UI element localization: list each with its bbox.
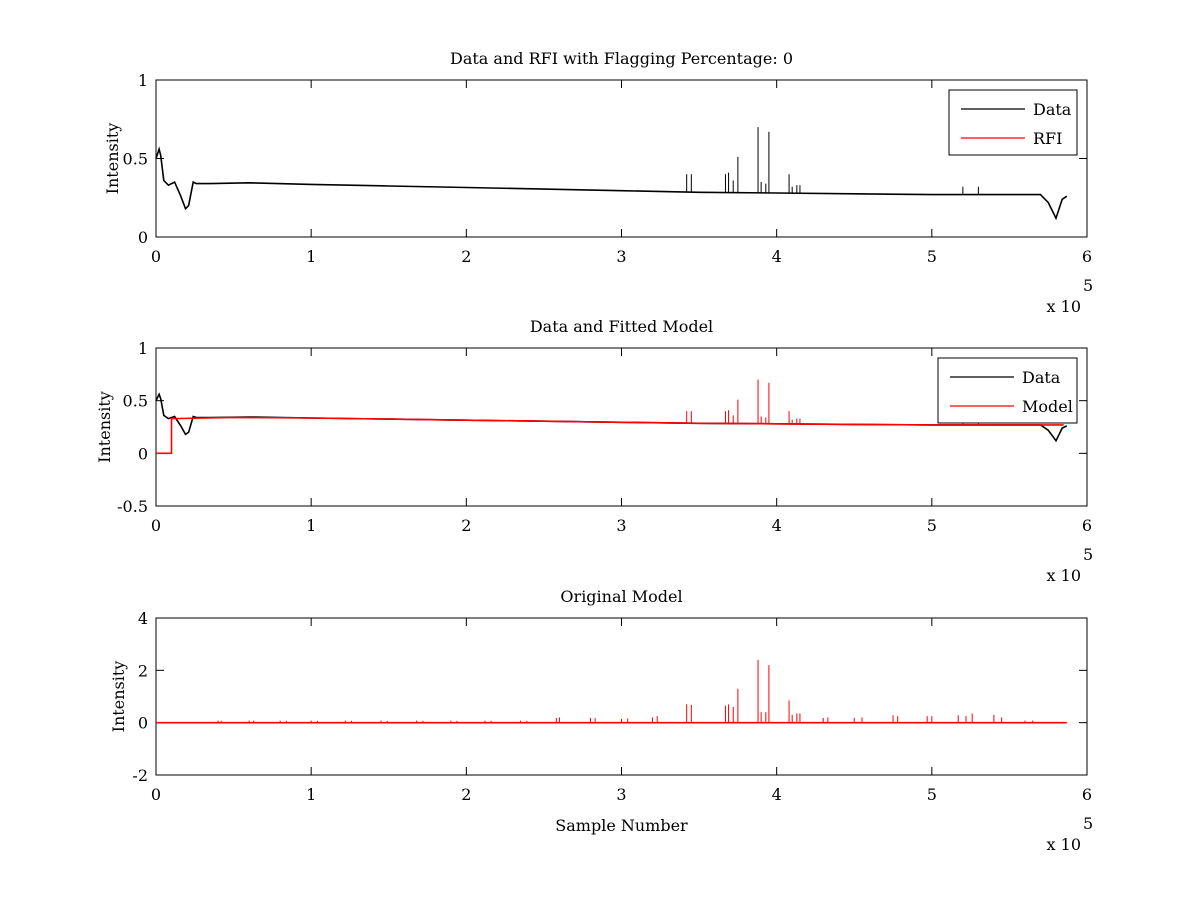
x-tick-label: 1 [306,785,316,804]
x-tick-label: 4 [772,516,782,535]
x-tick-label: 4 [772,247,782,266]
plot-area [155,347,1088,507]
x-tick-label: 0 [151,785,161,804]
chart-title: Data and Fitted Model [530,317,713,336]
x-tick-label: 4 [772,785,782,804]
x-tick-label: 6 [1082,785,1092,804]
y-tick-label: 4 [138,609,148,628]
y-tick-label: -2 [132,766,148,785]
x-tick-label: 2 [461,785,471,804]
legend-label: Model [1022,397,1073,416]
y-tick-label: 0.5 [123,392,148,411]
y-tick-label: 0.5 [123,150,148,169]
legend-box [948,89,1078,156]
legend-box [937,357,1078,424]
legend: Data Model [937,357,1078,424]
y-tick-label: -0.5 [117,497,148,516]
x-tick-label: 6 [1082,516,1092,535]
y-tick-label: 0 [138,714,148,733]
legend: Data RFI [948,89,1078,156]
x-multiplier-base: x 10 [1047,297,1081,316]
series-line [156,416,1064,455]
y-axis-label: Intensity [95,391,114,463]
x-tick-label: 5 [927,247,937,266]
x-tick-label: 0 [151,247,161,266]
plot-area [155,617,1088,776]
x-tick-label: 3 [616,785,626,804]
x-axis-label: Sample Number [555,816,688,835]
legend-label: Data [1022,368,1061,387]
x-multiplier-base: x 10 [1047,566,1081,585]
chart-title: Original Model [560,587,682,606]
y-tick-label: 1 [138,339,148,358]
legend-label: RFI [1033,129,1062,148]
x-multiplier-base: x 10 [1047,835,1081,854]
y-tick-label: 0 [138,444,148,463]
x-tick-label: 5 [927,516,937,535]
subplot-1: 0 1 2 3 4 5 6 0 0.5 1 Data and RFI with Flagging P… [103,49,1093,316]
legend-label: Data [1033,100,1072,119]
x-tick-label: 6 [1082,247,1092,266]
x-multiplier-exponent: 5 [1083,545,1093,564]
x-multiplier-exponent: 5 [1083,276,1093,295]
y-tick-label: 2 [138,661,148,680]
x-tick-label: 3 [616,516,626,535]
y-tick-label: 0 [138,228,148,247]
x-tick-label: 3 [616,247,626,266]
series-model [156,659,1067,724]
x-tick-label: 1 [306,247,316,266]
y-tick-label: 1 [138,71,148,90]
series-data [155,127,1068,221]
x-tick-label: 2 [461,247,471,266]
x-tick-label: 2 [461,516,471,535]
x-tick-label: 1 [306,516,316,535]
series-line [155,146,1068,221]
x-multiplier-exponent: 5 [1083,814,1093,833]
y-axis-label: Intensity [109,661,128,733]
chart-title: Data and RFI with Flagging Percentage: 0 [450,49,793,68]
x-tick-label: 0 [151,516,161,535]
plot-area [155,79,1088,238]
y-axis-label: Intensity [103,123,122,195]
x-tick-label: 5 [927,785,937,804]
